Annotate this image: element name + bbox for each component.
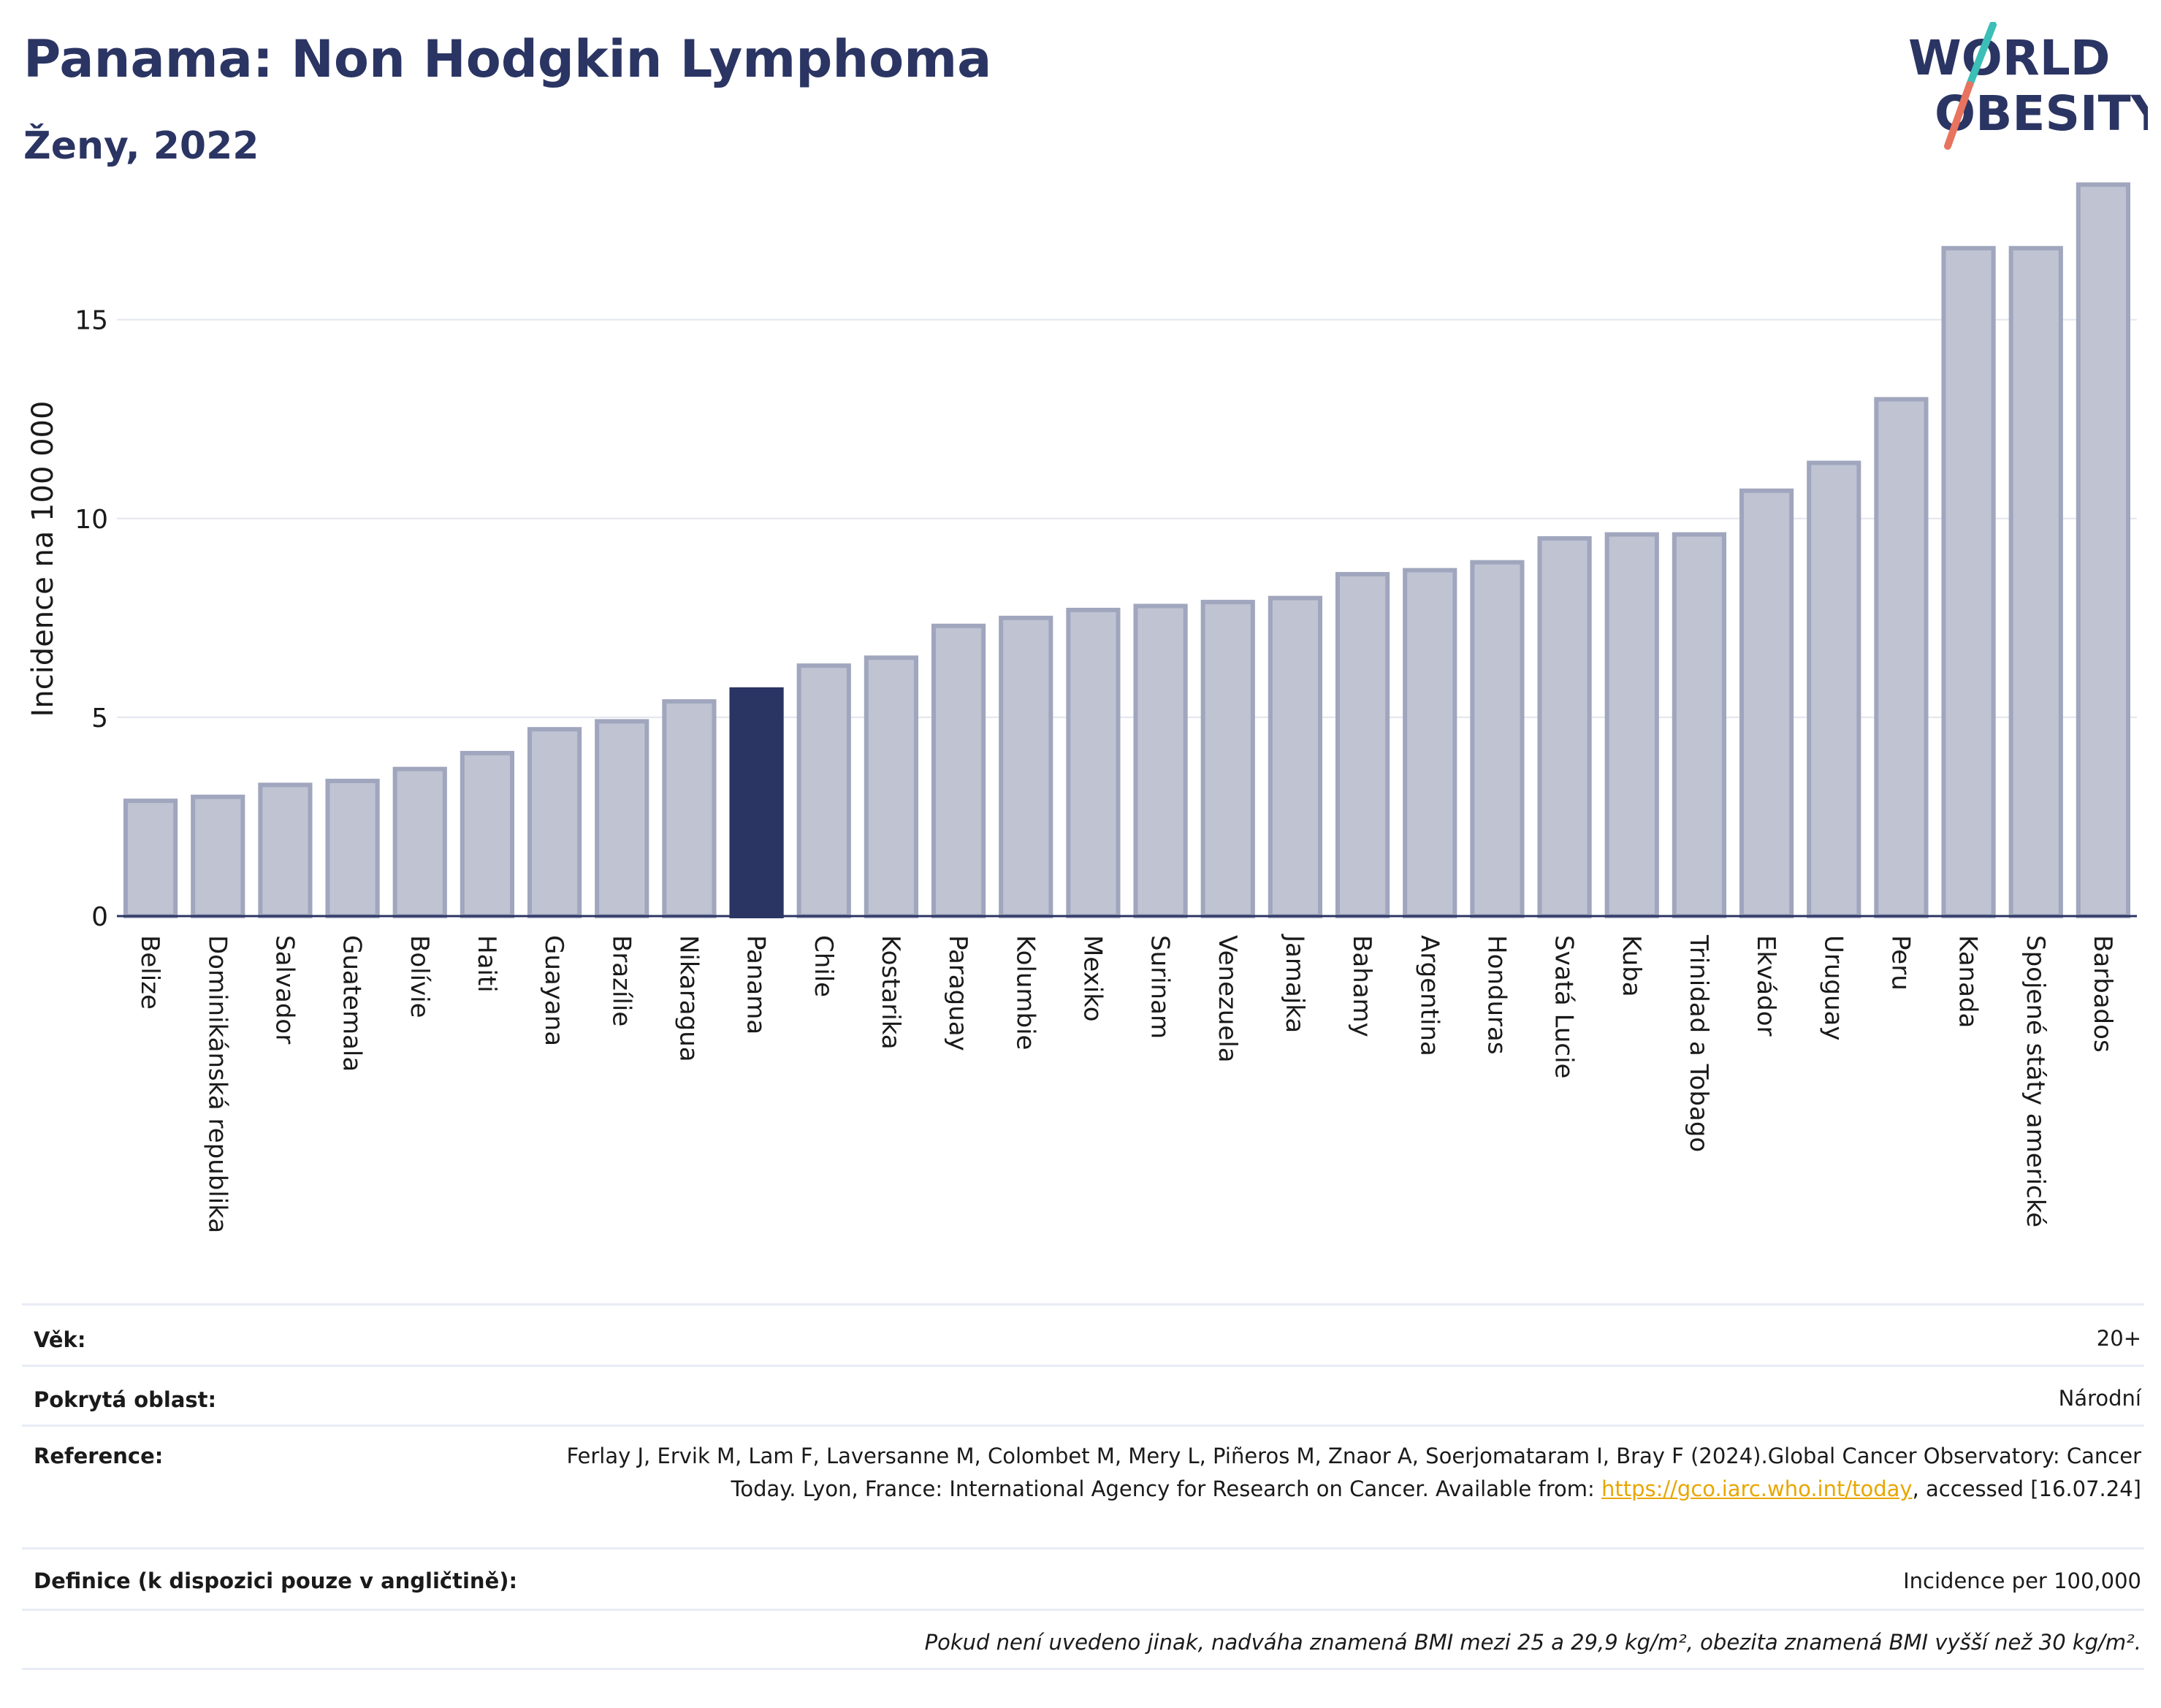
chart-title: Panama: Non Hodgkin Lymphoma [23,29,992,89]
x-tick-label: Nikaragua [674,935,703,1062]
definition-label: Definice (k dispozici pouze v angličtině… [34,1568,518,1593]
x-tick-label: Ekvádor [1751,935,1780,1037]
reference-link[interactable]: https://gco.iarc.who.int/today [1601,1476,1913,1501]
x-tick-label: Panama [742,935,771,1034]
y-tick-label: 15 [75,306,108,336]
x-tick-label: Argentina [1414,935,1444,1056]
bar [325,778,380,918]
reference-label: Reference: [34,1444,164,1468]
x-tick-label: Uruguay [1818,935,1848,1041]
bar [1604,532,1659,918]
bar [796,663,851,918]
bar [864,655,919,919]
x-tick-label: Kostarika [876,935,905,1050]
x-tick-label: Guayana [539,935,568,1046]
bar [595,719,649,918]
x-tick-label: Paraguay [943,935,972,1051]
bar [1200,600,1255,918]
bar [191,794,245,918]
note-row: Pokud není uvedeno jinak, nadváha znamen… [22,1609,2144,1670]
x-tick-label: Venezuela [1213,935,1242,1063]
bar [1739,488,1794,918]
x-tick-label: Surinam [1146,935,1175,1039]
x-tick-label: Trinidad a Tobago [1684,934,1713,1152]
y-tick-label: 5 [91,704,108,733]
world-obesity-logo: WORLD OBESITY [1908,22,2148,150]
bar [1335,571,1390,918]
logo-line-2: OBESITY [1935,85,2148,142]
x-tick-label: Kanada [1954,935,1983,1028]
bar-chart: 0 5 10 15 Belize Dominikánská republika Salva… [26,182,2137,1233]
reference-text-2: , accessed [16.07.24] [1912,1476,2141,1501]
x-tick-label: Spojené státy americké [2021,935,2050,1227]
x-tick-label: Belize [135,935,164,1010]
x-tick-label: Dominikánská republika [202,935,232,1233]
x-tick-label: Guatemala [338,935,367,1072]
bar [1403,568,1457,919]
y-axis-label: Incidence na 100 000 [26,401,60,717]
bar [1268,595,1323,918]
bar [1133,603,1188,919]
x-tick-label: Peru [1886,935,1915,991]
x-tick-label: Mexiko [1078,935,1107,1022]
x-tick-label: Jamajka [1280,934,1309,1033]
bar [1537,536,1592,918]
y-axis-ticks: 0 5 10 15 [75,306,108,932]
reference-row: Reference: Ferlay J, Ervik M, Lam F, Lav… [22,1425,2144,1547]
x-tick-label: Chile [809,935,838,997]
bmi-note: Pokud není uvedeno jinak, nadváha znamen… [924,1630,2141,1655]
reference-value: Ferlay J, Ervik M, Lam F, Laversanne M, … [498,1440,2144,1506]
bar [460,750,515,918]
bar [2076,182,2131,918]
bar [1672,532,1727,918]
bar [123,798,178,919]
x-tick-label: Bolívie [405,935,434,1018]
x-axis-labels: Belize Dominikánská republika Salvador Guat… [135,934,2117,1233]
logo-slash-teal [1966,22,1997,88]
bar [1066,607,1121,918]
bar [931,623,986,918]
x-tick-label: Barbados [2088,935,2117,1053]
bar [2008,245,2063,918]
bar [1470,560,1525,919]
bar [392,766,447,918]
age-value: 20+ [2096,1326,2141,1351]
x-tick-label: Bahamy [1347,935,1376,1037]
bar [999,615,1053,918]
logo-line-1: WORLD [1908,30,2111,86]
x-tick-label: Svatá Lucie [1550,935,1579,1078]
area-label: Pokrytá oblast: [34,1387,217,1412]
bar [527,727,582,919]
bar-highlight [729,687,784,918]
bars [123,182,2131,919]
definition-row: Definice (k dispozici pouze v angličtině… [22,1547,2144,1609]
age-row: Věk: 20+ [22,1303,2144,1365]
gridlines [117,319,2137,718]
chart-subtitle: Ženy, 2022 [23,124,259,168]
x-tick-label: Kolumbie [1010,935,1040,1050]
x-tick-label: Salvador [270,935,299,1044]
bar [258,782,313,918]
y-tick-label: 0 [91,902,108,932]
logo-slash-coral [1944,81,1973,150]
y-tick-label: 10 [75,505,108,535]
x-tick-label: Kuba [1617,935,1646,997]
area-row: Pokrytá oblast: Národní [22,1365,2144,1425]
age-label: Věk: [34,1327,86,1352]
x-tick-label: Brazílie [606,935,636,1026]
bar [1874,397,1929,918]
x-tick-label: Haiti [472,935,501,993]
area-value: Národní [2058,1386,2141,1411]
bar [1941,245,1996,918]
bar [662,699,717,919]
bar [1807,460,1861,918]
x-tick-label: Honduras [1482,935,1511,1055]
definition-value: Incidence per 100,000 [1903,1568,2141,1593]
reference-text-1: Ferlay J, Ervik M, Lam F, Laversanne M, … [566,1444,2141,1501]
metadata-table: Věk: 20+ Pokrytá oblast: Národní Referen… [22,1303,2144,1670]
